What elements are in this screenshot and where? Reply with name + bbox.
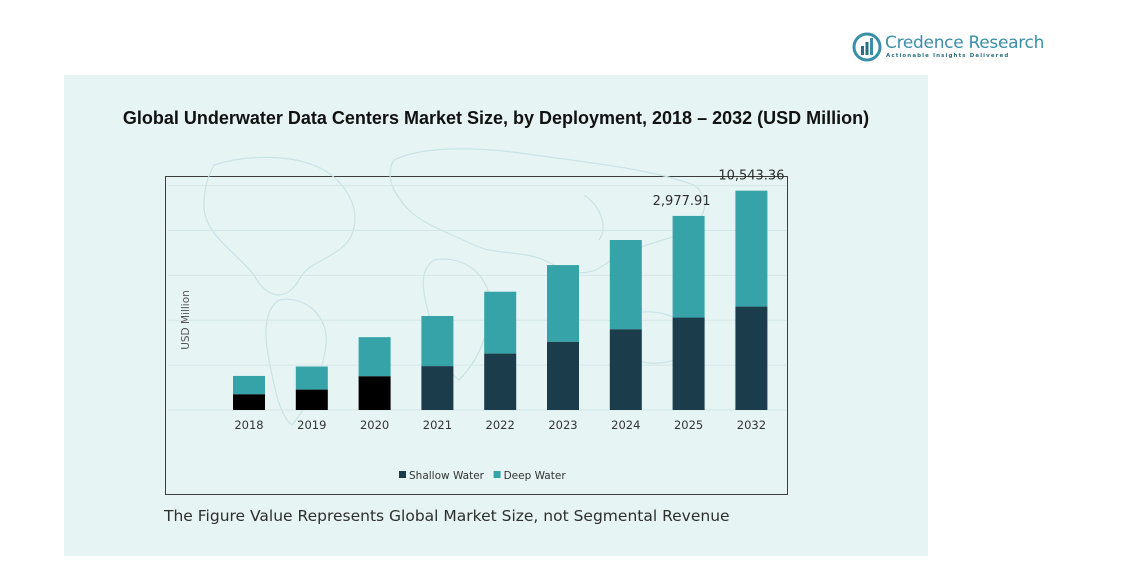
data-label-2025: 2,977.91 (653, 194, 711, 209)
x-tick-label-2025: 2025 (674, 418, 703, 432)
x-tick-label-2024: 2024 (611, 418, 640, 432)
x-tick-label-2023: 2023 (548, 418, 577, 432)
x-tick-label-2022: 2022 (486, 418, 515, 432)
bar-shallow-water-2020 (358, 376, 391, 410)
bar-shallow-water-2032 (735, 306, 768, 410)
brand-tagline: Actionable Insights Delivered (886, 53, 1010, 59)
bar-deep-water-2019 (295, 366, 328, 390)
data-label-2032: 10,543.36 (718, 169, 784, 184)
bar-growth-logo-icon (852, 32, 882, 62)
bar-shallow-water-2024 (609, 329, 642, 410)
x-tick-label-2021: 2021 (423, 418, 452, 432)
bar-deep-water-2023 (547, 265, 579, 342)
chart-panel: Global Underwater Data Centers Market Si… (64, 75, 928, 556)
x-tick-label-2018: 2018 (234, 418, 263, 432)
bar-shallow-water-2025 (672, 317, 705, 410)
plot-frame (165, 176, 788, 495)
bar-shallow-water-2023 (547, 341, 579, 410)
bar-deep-water-2022 (484, 291, 517, 354)
legend-label-deep-water: Deep Water (504, 470, 567, 482)
bar-deep-water-2021 (421, 316, 454, 367)
x-tick-label-2019: 2019 (297, 418, 326, 432)
brand-logo: Credence Research Actionable Insights De… (852, 32, 1045, 64)
bar-deep-water-2025 (672, 215, 705, 318)
legend: Shallow Water Deep Water (399, 470, 566, 482)
bar-deep-water-2032 (735, 190, 768, 307)
data-labels: 2,977.91 10,543.36 (653, 169, 785, 209)
x-tick-labels: 2018 2019 2020 2021 2022 2023 2024 2025 2032 (234, 418, 766, 432)
bar-deep-water-2024 (609, 240, 642, 330)
bar-shallow-water-2022 (484, 353, 517, 410)
bar-shallow-water-2019 (295, 389, 328, 410)
bar-deep-water-2018 (233, 375, 265, 395)
y-axis-label: USD Million (180, 290, 192, 350)
chart-canvas: 2018 2019 2020 2021 2022 2023 2024 2025 2032 2,9… (168, 148, 786, 482)
bars (233, 190, 768, 410)
x-tick-label-2020: 2020 (360, 418, 389, 432)
legend-swatch-shallow-water (399, 471, 406, 478)
x-tick-label-2032: 2032 (737, 418, 766, 432)
chart-title: Global Underwater Data Centers Market Si… (122, 108, 870, 128)
bar-shallow-water-2021 (421, 366, 454, 410)
footnote: The Figure Value Represents Global Marke… (164, 507, 730, 525)
legend-label-shallow-water: Shallow Water (409, 470, 485, 482)
legend-swatch-deep-water (493, 471, 501, 478)
brand-name: Credence Research (885, 33, 1045, 53)
bar-deep-water-2020 (358, 337, 391, 377)
bar-shallow-water-2018 (233, 394, 265, 410)
